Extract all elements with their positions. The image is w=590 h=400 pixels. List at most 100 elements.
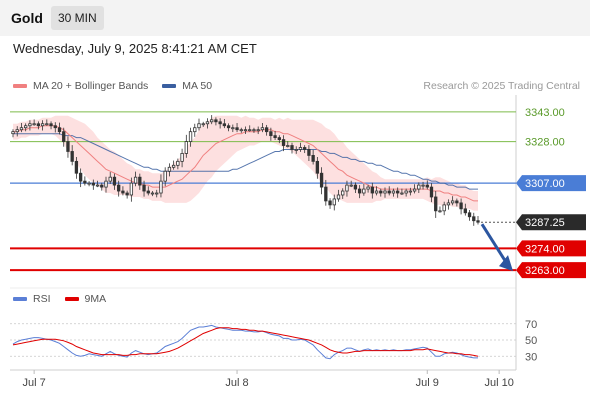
candle-body (442, 204, 446, 212)
candle-body (70, 151, 74, 162)
candle-body (112, 176, 117, 186)
candle (231, 124, 235, 133)
current-level-tag (516, 175, 586, 192)
candle-body (328, 200, 332, 206)
resistance-label: 3343.00 (525, 107, 565, 119)
price-level-resistance-0: 3343.00 (10, 107, 565, 119)
candle-body (150, 192, 155, 195)
candle (180, 148, 184, 168)
candle-body (87, 182, 91, 185)
candle (332, 194, 336, 211)
candle (328, 198, 332, 209)
candle-body (133, 176, 138, 184)
candle-body (138, 176, 142, 186)
candle (374, 186, 379, 196)
candle (142, 180, 146, 197)
instrument-title: Gold (11, 10, 43, 26)
legend-swatch-rsi (13, 297, 27, 301)
x-tick-label: Jul 9 (416, 377, 439, 389)
candle-body (434, 196, 438, 212)
candle (349, 180, 353, 188)
candle-body (366, 186, 370, 190)
candle (463, 203, 467, 216)
candle (28, 120, 32, 131)
candle-body (193, 127, 197, 133)
candle (19, 122, 24, 133)
candle-body (277, 137, 281, 140)
candle-body (379, 190, 383, 194)
candle (417, 182, 421, 194)
candle (269, 127, 273, 141)
candle (15, 126, 19, 137)
candle-body (273, 135, 277, 139)
candle (391, 188, 396, 197)
candle (218, 118, 222, 129)
candle-body (286, 145, 290, 147)
x-tick-label: Jul 10 (484, 377, 513, 389)
candle-body (36, 123, 41, 127)
candle-body (408, 190, 413, 193)
candle (66, 136, 70, 158)
candle (159, 174, 163, 198)
candle (425, 180, 429, 190)
candle-body (459, 202, 463, 210)
rsi-tick-label: 70 (525, 319, 537, 331)
candle-body (40, 123, 45, 127)
candle (341, 188, 345, 199)
candle (49, 121, 53, 130)
candle (210, 115, 214, 125)
candle (277, 135, 281, 144)
candle (442, 201, 446, 216)
candle-body (62, 131, 66, 142)
candle (193, 123, 197, 137)
candle (53, 122, 57, 133)
candle-body (24, 125, 28, 129)
candle-body (438, 210, 442, 213)
candle-body (476, 220, 480, 223)
rsi-9ma-line (12, 327, 479, 357)
candle (370, 182, 374, 199)
rsi-tick-label: 50 (525, 335, 537, 347)
candle-body (374, 190, 379, 194)
price-level-last-3: 3287.25 (481, 214, 586, 231)
candle-body (19, 127, 24, 131)
candle-body (11, 131, 15, 135)
candle-body (239, 129, 243, 132)
forecast-arrow-shaft (480, 223, 508, 263)
candle-body (429, 186, 434, 198)
main-legend: MA 20 + Bollinger Bands MA 50 (13, 80, 212, 92)
candle-body (450, 200, 455, 204)
candle-body (197, 123, 201, 129)
candle-body (214, 119, 218, 123)
last-price-tag (516, 214, 586, 231)
legend-label-rsi: RSI (33, 293, 51, 305)
candle-body (396, 190, 400, 194)
candle-body (243, 129, 248, 132)
candle-body (180, 153, 184, 162)
candle-body (425, 184, 429, 188)
candle-body (167, 166, 172, 172)
interval-badge[interactable]: 30 MIN (51, 6, 104, 30)
candle-body (53, 125, 57, 129)
candle-body (412, 188, 417, 192)
last-price-label: 3287.25 (525, 217, 565, 229)
candle (446, 199, 451, 210)
candle-body (256, 129, 260, 132)
candle-body (104, 180, 108, 188)
candle-body (387, 190, 391, 194)
candle (11, 129, 15, 138)
candle-body (260, 127, 265, 131)
candle (45, 119, 49, 126)
bollinger-band-area (13, 115, 478, 211)
candle (167, 163, 172, 177)
candle (260, 122, 265, 133)
candle-body (446, 202, 451, 206)
candle (184, 134, 188, 158)
candle (87, 181, 91, 187)
candle-body (290, 145, 294, 150)
candle-body (129, 182, 134, 196)
candle (24, 123, 28, 132)
candle-body (311, 155, 315, 162)
candle-body (353, 184, 358, 190)
candle (412, 184, 417, 194)
